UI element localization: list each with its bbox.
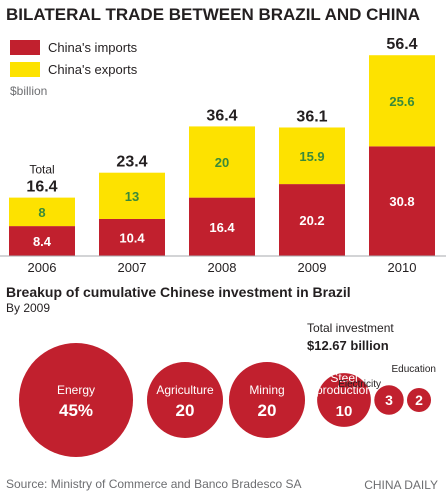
label-total-2006: 16.4	[26, 179, 57, 196]
bar-imports-2007	[99, 218, 165, 256]
label-imports-2007: 10.4	[119, 230, 145, 245]
legend: China's imports China's exports $billion	[10, 40, 138, 98]
bar-imports-2008	[189, 197, 255, 256]
label-imports-2009: 20.2	[299, 213, 324, 228]
label-total-2009: 36.1	[296, 108, 327, 125]
bubble-mining	[228, 361, 306, 439]
bubble-value-electricity: 3	[385, 392, 393, 408]
bar-exports-2006	[9, 197, 75, 227]
label-imports-2010: 30.8	[389, 194, 414, 209]
investment-subtitle: By 2009	[6, 301, 50, 315]
x-tick-2010: 2010	[388, 260, 417, 275]
label-exports-2007: 13	[125, 189, 139, 204]
bubbles-layer: Energy 45% Agriculture 20 Mining 20 Steelprodu…	[18, 342, 436, 458]
bar-exports-2010	[369, 55, 435, 147]
bubble-name-mining: Mining	[249, 383, 284, 397]
bar-exports-2007	[99, 172, 165, 219]
bar-exports-2009	[279, 127, 345, 185]
bar-imports-2006	[9, 226, 75, 256]
bubble-name-steel-production: Steel	[330, 371, 357, 385]
credit-label: CHINA DAILY	[364, 478, 438, 492]
label-total-2010: 56.4	[386, 36, 417, 53]
bubble-value-education: 2	[415, 392, 423, 408]
chart-title: BILATERAL TRADE BETWEEN BRAZIL AND CHINA	[6, 5, 420, 24]
label-total-2007: 23.4	[116, 154, 147, 171]
bubble-energy	[18, 342, 134, 458]
investment-title: Breakup of cumulative Chinese investment…	[6, 284, 351, 300]
label-imports-2006: 8.4	[33, 234, 52, 249]
bubble-name-agriculture: Agriculture	[156, 383, 214, 397]
bar-imports-2010	[369, 146, 435, 256]
bar-exports-2008	[189, 126, 255, 198]
bubble-value-energy: 45%	[59, 401, 93, 420]
label-exports-2010: 25.6	[389, 94, 414, 109]
bubble-electricity	[374, 385, 404, 415]
source-note: Source: Ministry of Commerce and Banco B…	[6, 477, 301, 491]
bubble-agriculture	[146, 361, 224, 439]
x-tick-2006: 2006	[28, 260, 57, 275]
bubble-name-electricity: Electricity	[338, 379, 381, 390]
x-tick-2007: 2007	[118, 260, 147, 275]
label-total-2008: 36.4	[206, 107, 237, 124]
bubble-value-steel-production: 10	[336, 403, 353, 420]
legend-swatch-imports	[10, 40, 40, 55]
total-investment-value: $12.67 billion	[307, 338, 389, 353]
bubble-steel-production	[317, 373, 371, 427]
bubble-name-education: Education	[392, 364, 436, 375]
label-imports-2008: 16.4	[209, 220, 235, 235]
label-exports-2006: 8	[38, 205, 45, 220]
label-exports-2008: 20	[215, 155, 229, 170]
total-caption: Total	[29, 163, 54, 177]
total-investment-caption: Total investment	[307, 321, 394, 335]
bubble-value-agriculture: 20	[176, 401, 195, 420]
legend-swatch-exports	[10, 62, 40, 77]
legend-label-exports: China's exports	[48, 62, 138, 77]
bubble-value-mining: 20	[258, 401, 277, 420]
bubble-name-steel-production: production	[316, 383, 372, 397]
legend-label-imports: China's imports	[48, 40, 138, 55]
label-exports-2009: 15.9	[299, 149, 324, 164]
bubble-education	[406, 387, 432, 413]
bar-imports-2009	[279, 184, 345, 256]
bars-layer: 8.4 8 16.4 Total 2006 10.4 13 23.4 2007 16.4 20 36.…	[9, 36, 435, 275]
x-tick-2008: 2008	[208, 260, 237, 275]
bubble-name-energy: Energy	[57, 383, 95, 397]
x-tick-2009: 2009	[298, 260, 327, 275]
unit-label: $billion	[10, 84, 47, 98]
